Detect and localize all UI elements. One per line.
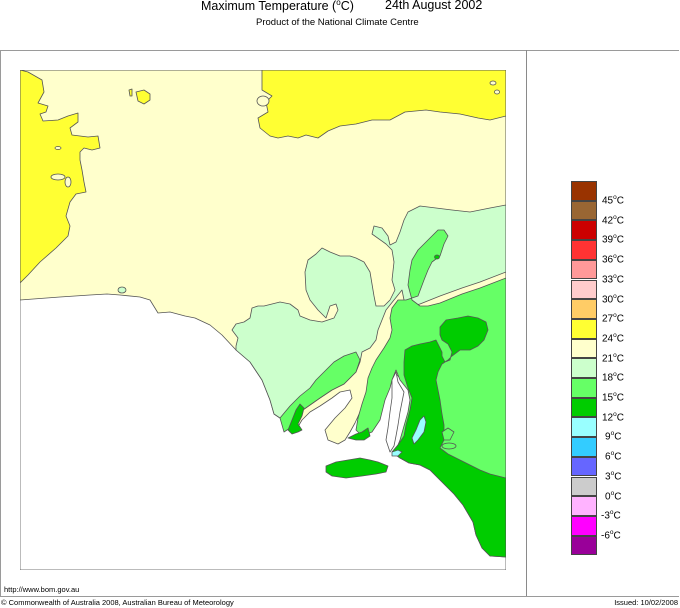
legend-swatch	[571, 279, 597, 300]
legend-swatch	[571, 437, 597, 457]
legend-label: 0oC	[605, 489, 622, 502]
legend-label: 39oC	[602, 233, 624, 246]
legend-label: 6oC	[605, 450, 622, 463]
legend-swatch	[571, 417, 597, 438]
legend-label: 24oC	[602, 331, 624, 345]
legend-swatch	[571, 397, 597, 418]
legend-label: 12oC	[602, 410, 624, 424]
legend-swatch	[571, 338, 597, 359]
legend-swatch	[571, 476, 597, 497]
legend-label: 42oC	[602, 213, 624, 227]
legend-label: 36oC	[602, 253, 624, 266]
legend-label: -6oC	[601, 528, 621, 542]
legend-label: 15oC	[602, 391, 624, 404]
legend-divider	[526, 50, 527, 596]
legend-swatch	[571, 358, 597, 378]
legend-swatch	[571, 318, 597, 339]
legend-swatch	[571, 456, 597, 477]
legend-label: 33oC	[602, 272, 624, 286]
land-darkgreen-kangaroo-island	[325, 457, 389, 479]
legend-swatch	[571, 299, 597, 319]
land-darkgreen-yorke	[347, 427, 371, 441]
legend-label: 27oC	[602, 312, 624, 325]
title-text: Maximum Temperature (oC)	[201, 0, 354, 14]
legend-label: -3oC	[601, 509, 621, 522]
legend-swatch	[571, 181, 597, 201]
issued-date: Issued: 10/02/2008	[614, 598, 678, 607]
legend-swatch	[571, 200, 597, 221]
land-darkgreen-ranges	[391, 315, 506, 558]
land-yellow-north	[257, 70, 506, 139]
lake-cyan	[411, 415, 427, 445]
website-link[interactable]: http://www.bom.gov.au	[4, 585, 80, 594]
legend-label: 18oC	[602, 371, 624, 384]
legend-swatch	[571, 496, 597, 516]
land-yellow-island	[135, 89, 151, 105]
legend-swatch	[571, 378, 597, 398]
map-frame	[0, 50, 679, 597]
legend-label: 9oC	[605, 430, 622, 443]
legend-swatch	[571, 240, 597, 260]
legend-swatch	[571, 515, 597, 536]
copyright-text: © Commonwealth of Australia 2008, Austra…	[1, 598, 234, 607]
legend-label: 45oC	[602, 194, 624, 207]
legend-swatch	[571, 535, 597, 556]
legend-label: 21oC	[602, 351, 624, 364]
legend-swatch	[571, 259, 597, 280]
legend-label: 30oC	[602, 292, 624, 305]
land-darkgreen-eyre-tip	[287, 403, 305, 435]
date-text: 24th August 2002	[385, 0, 483, 12]
subtitle: Product of the National Climate Centre	[256, 17, 419, 28]
legend-label: 3oC	[605, 469, 622, 483]
legend-swatch	[571, 220, 597, 241]
